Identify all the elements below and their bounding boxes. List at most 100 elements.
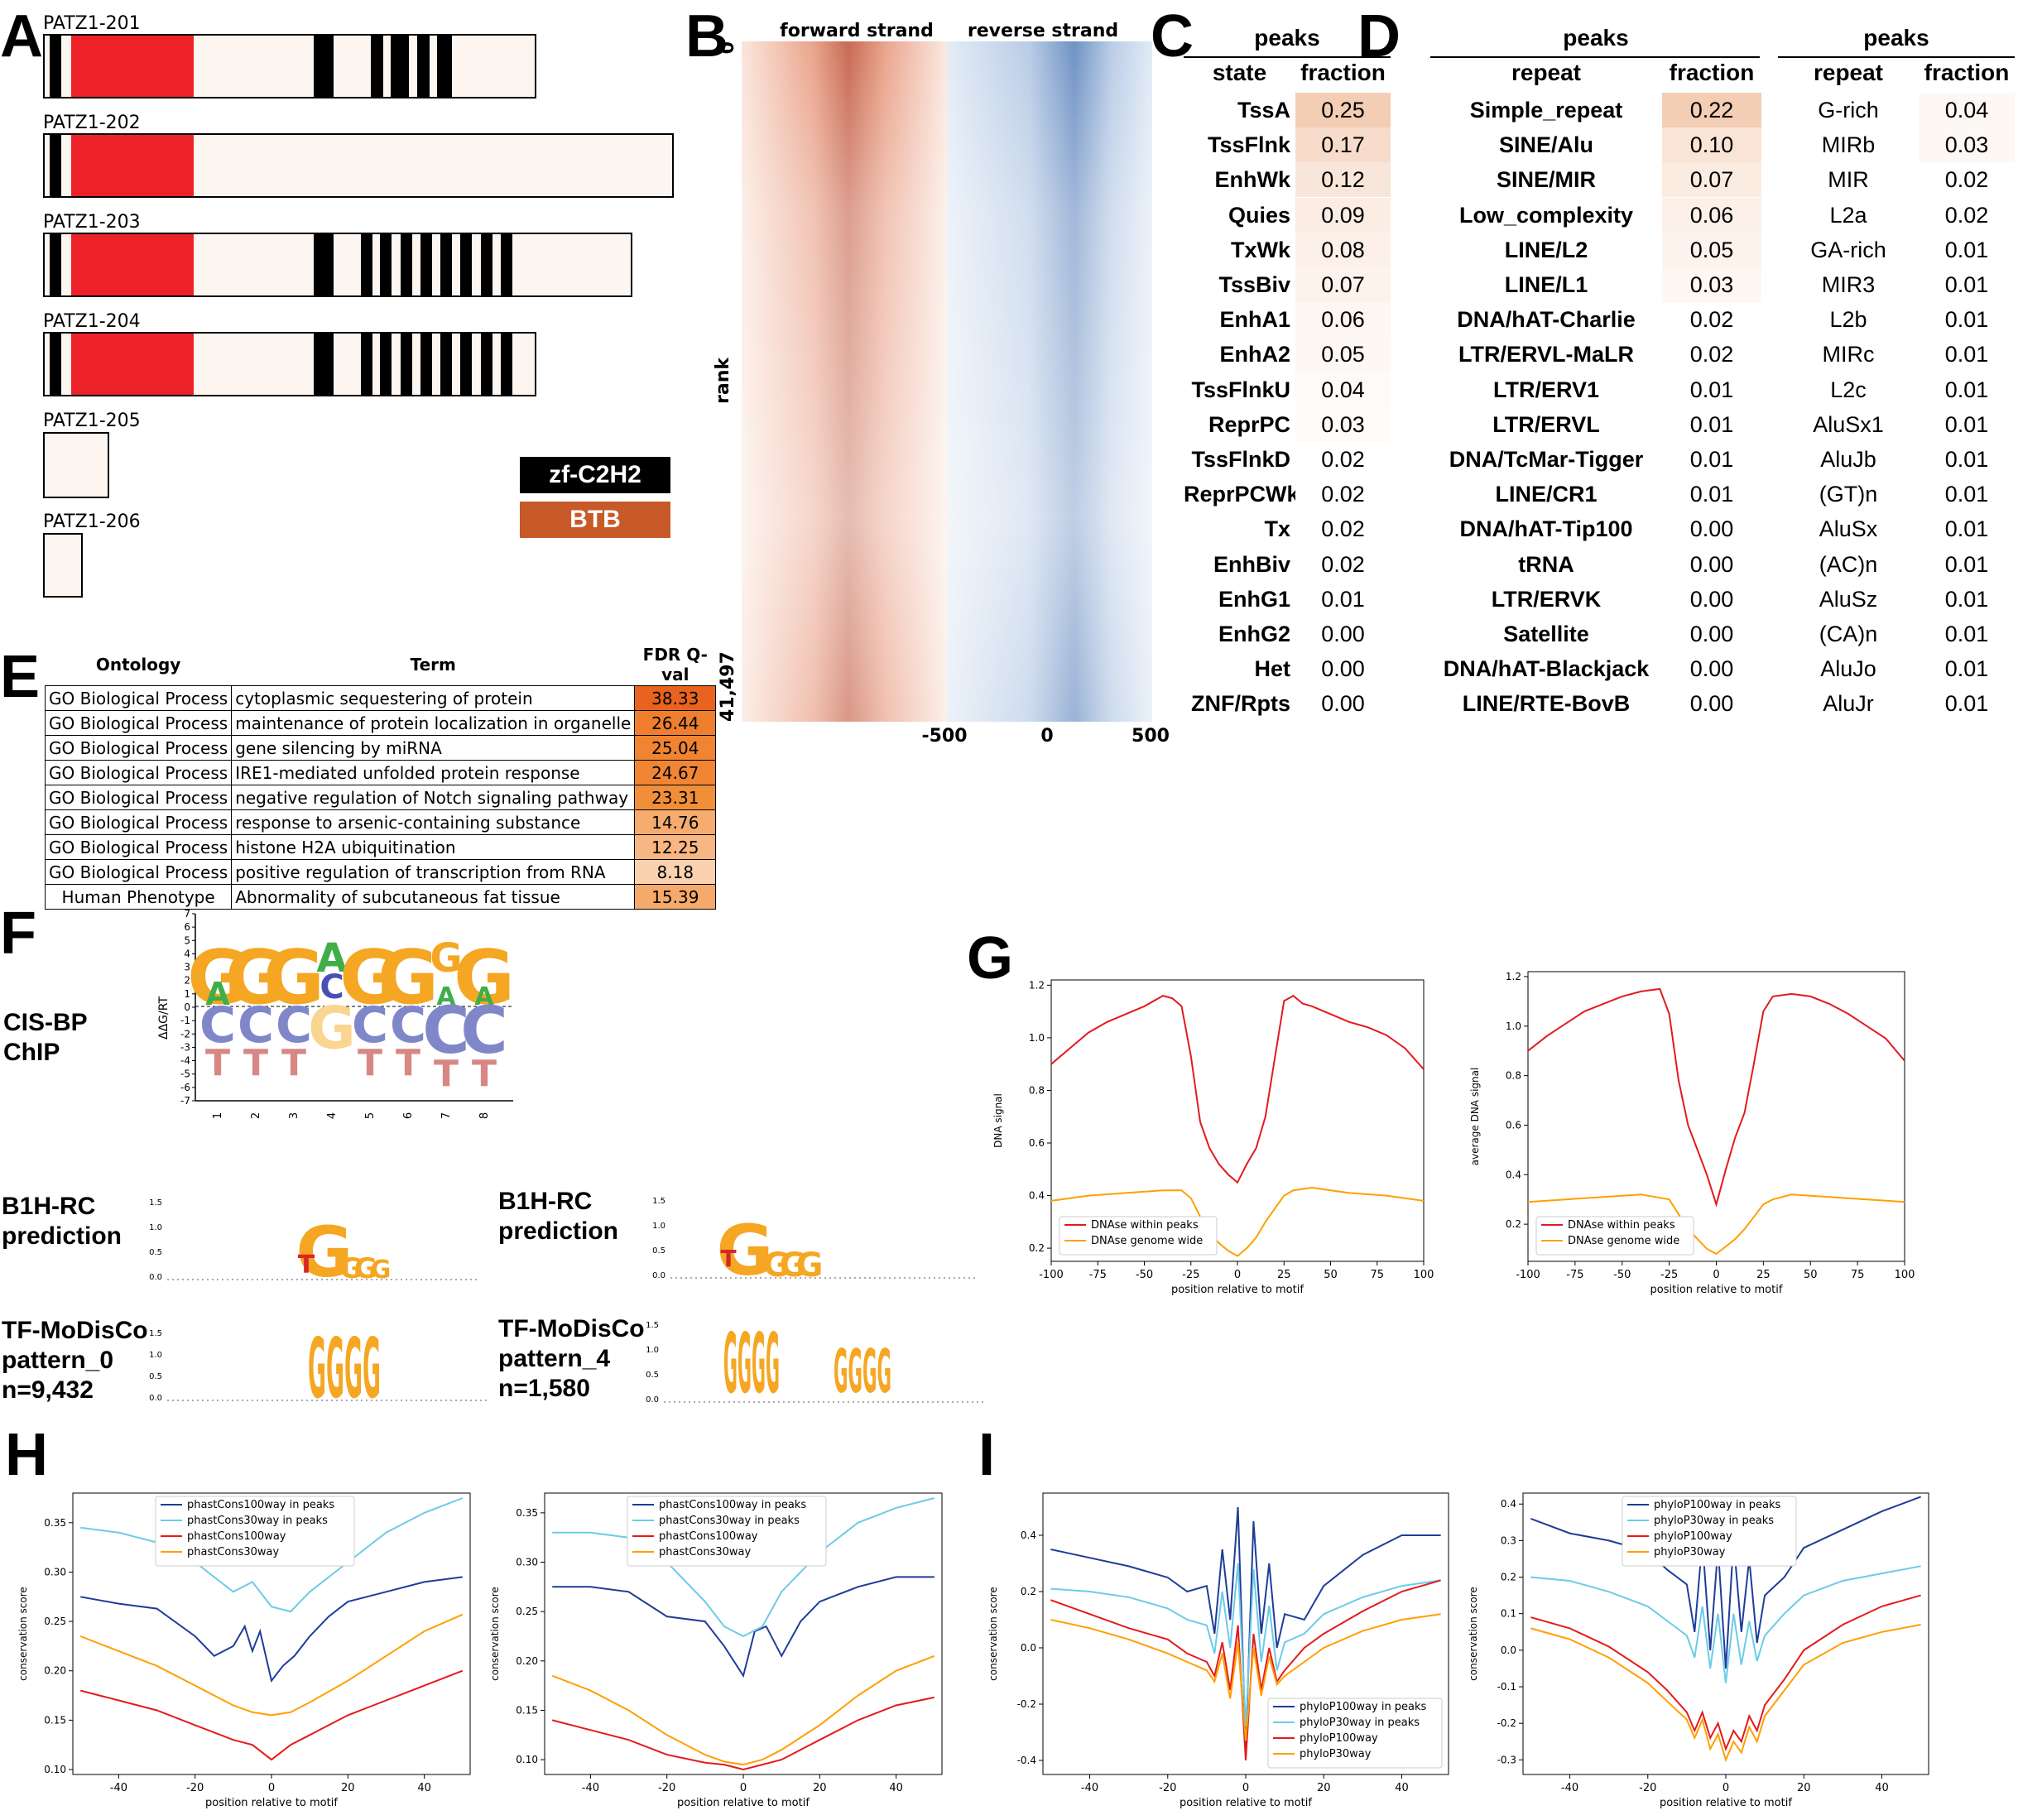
svg-text:G: G (717, 1210, 774, 1286)
cisbp-bottom-letter: C (238, 996, 274, 1054)
table-d2-fraction: 0.04 (1919, 93, 2015, 127)
table-d2-repeat: AluSx (1819, 516, 1878, 542)
x-tick-label: 75 (1370, 1269, 1384, 1281)
legend-entry: phastCons30way (659, 1546, 752, 1558)
table-d-repeat: DNA/hAT-Tip100 (1459, 516, 1633, 542)
x-tick-label: 0 (1723, 1782, 1729, 1794)
table-c-title: peaks (1254, 25, 1320, 50)
panel-letter-d: D (1357, 3, 1401, 70)
table-d-repeat: LINE/RTE-BovB (1462, 691, 1631, 717)
svg-text:1.0: 1.0 (652, 1222, 665, 1231)
svg-text:0.5: 0.5 (149, 1248, 162, 1257)
y-tick-label: -0.2 (1017, 1698, 1036, 1710)
x-tick-label: -40 (1561, 1782, 1578, 1794)
go-fdr: 12.25 (634, 834, 717, 860)
y-tick-label: 0.0 (1501, 1645, 1516, 1656)
go-header-ontology: Ontology (95, 655, 181, 675)
svg-text:0.0: 0.0 (652, 1271, 665, 1280)
table-d2-fraction: 0.01 (1944, 586, 1989, 612)
cisbp-xtick: 2 (250, 1112, 262, 1119)
table-c-state: EnhA2 (1219, 342, 1290, 367)
isoform-label: PATZ1-205 (43, 411, 141, 431)
y-tick-label: 0.3 (1501, 1534, 1516, 1546)
chart-g-left: -100 -75 -50 -25 0 25 50 75 100 0.2 0.4 0.6 0.8 1.0 1.… (992, 979, 1434, 1296)
table-d2-repeat: (CA)n (1819, 622, 1878, 646)
y-tick-label: 0.25 (516, 1606, 538, 1617)
table-d-fraction: 0.02 (1662, 337, 1761, 372)
table-d2-repeat: AluJb (1820, 447, 1876, 472)
y-axis-label: DNA signal (992, 1093, 1004, 1148)
table-d-fraction: 0.01 (1662, 406, 1761, 442)
table-c-col2: fraction (1300, 60, 1386, 85)
cisbp-ytick: -2 (180, 1028, 190, 1040)
table-d2-fraction: 0.01 (1944, 656, 1989, 682)
label-tfmodisco-0: TF-MoDisCo pattern_0 n=9,432 (2, 1317, 148, 1404)
go-term: histone H2A ubiquitination (231, 834, 636, 860)
table-d-repeat: tRNA (1518, 551, 1574, 577)
table-d-repeat: Satellite (1503, 622, 1589, 646)
heatmap-ylabel: rank (713, 357, 733, 404)
y-tick-label: 0.20 (44, 1665, 66, 1677)
table-d2-fraction: 0.01 (1944, 691, 1989, 717)
table-c-state: TssBiv (1218, 272, 1290, 297)
table-c-fraction: 0.00 (1295, 686, 1391, 722)
cisbp-bottom-letter: C (390, 996, 426, 1054)
legend-entry: phastCons100way in peaks (187, 1499, 334, 1511)
legend-entry: DNAse genome wide (1091, 1235, 1203, 1247)
isoform-track (43, 34, 536, 98)
svg-text:G: G (296, 1212, 353, 1293)
x-tick-label: 0 (1234, 1269, 1241, 1281)
cisbp-ytick: 1 (184, 988, 190, 1000)
svg-text:GGGG: GGGG (723, 1315, 780, 1410)
x-axis-label: position relative to motif (1650, 1284, 1783, 1296)
isoform-track (43, 533, 83, 598)
svg-text:T: T (720, 1245, 736, 1272)
x-tick-label: -100 (1039, 1269, 1064, 1281)
cisbp-bottom-letter: C (199, 996, 236, 1054)
cisbp-top-letter: G (430, 935, 462, 982)
x-tick-label: -40 (582, 1782, 599, 1794)
legend-entry: phastCons100way (659, 1530, 758, 1543)
cisbp-top-letter: A (316, 935, 347, 982)
svg-text:1.5: 1.5 (149, 1329, 162, 1338)
cisbp-ytick: -3 (180, 1041, 190, 1053)
table-c-state: EnhA1 (1219, 307, 1290, 333)
table-c-fraction: 0.00 (1295, 617, 1391, 651)
cisbp-ytick: 0 (184, 1001, 190, 1013)
table-d2-repeat: MIR (1828, 167, 1869, 193)
svg-text:1.5: 1.5 (646, 1321, 659, 1330)
series-line (1050, 1186, 1425, 1257)
x-tick-label: 100 (1895, 1269, 1915, 1281)
table-d-fraction: 0.01 (1662, 442, 1761, 477)
cisbp-bottom-letter: C (460, 994, 507, 1068)
x-tick-label: -50 (1613, 1269, 1631, 1281)
table-d-fraction: 0.00 (1662, 511, 1761, 547)
table-d-repeat: LTR/ERVK (1491, 586, 1602, 612)
x-tick-label: -20 (658, 1782, 675, 1794)
table-d-fraction: 0.02 (1662, 302, 1761, 338)
table-d2-repeat: L2b (1829, 307, 1867, 333)
x-axis-label: position relative to motif (205, 1797, 338, 1809)
x-tick-label: 20 (341, 1782, 355, 1794)
tfmodisco-logo-0: 0.0 0.5 1.0 1.5 GGGG (149, 1320, 488, 1409)
x-tick-label: 25 (1277, 1269, 1291, 1281)
x-tick-label: 75 (1851, 1269, 1865, 1281)
series-line (1050, 1579, 1441, 1761)
y-tick-label: -0.4 (1017, 1755, 1036, 1766)
go-ontology: GO Biological Process (44, 735, 233, 761)
table-d2-repeat: MIR3 (1821, 272, 1876, 297)
cisbp-xtick: 7 (440, 1112, 453, 1119)
svg-text:G: G (371, 1256, 392, 1285)
cisbp-ytick: 4 (184, 948, 190, 959)
series-line (1050, 1563, 1441, 1727)
cisbp-bottom-letter: C (352, 996, 388, 1054)
table-d2-fraction: 0.01 (1944, 411, 1989, 437)
go-ontology: GO Biological Process (44, 685, 233, 711)
table-c-state: TssA (1237, 98, 1290, 122)
heatmap-reverse-label: reverse strand (968, 21, 1118, 41)
legend-entry: phyloP100way (1654, 1530, 1732, 1543)
x-axis-label: position relative to motif (1171, 1284, 1304, 1296)
y-tick-label: 0.35 (516, 1507, 538, 1519)
table-d-repeat: LINE/CR1 (1495, 482, 1598, 507)
table-d-fraction: 0.00 (1662, 651, 1761, 687)
